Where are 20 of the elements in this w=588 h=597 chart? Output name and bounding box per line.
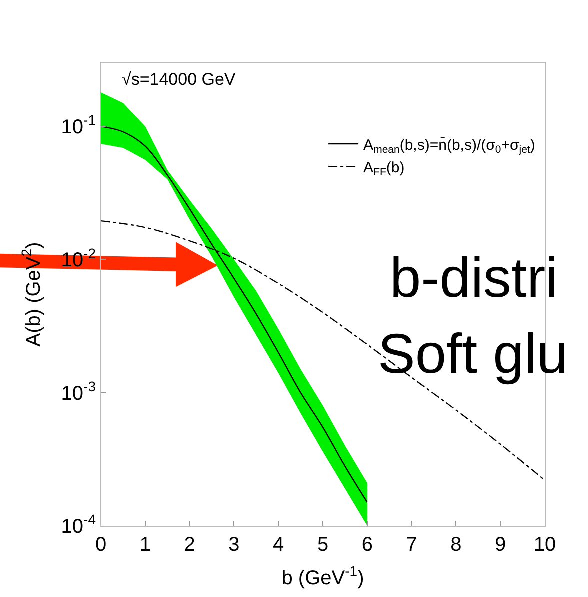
x-tick-label: 3: [228, 534, 240, 556]
y-tick-label: 10$^{-1}$: [61, 112, 96, 139]
x-tick-label: 10: [534, 534, 556, 556]
x-tick-label: 0: [95, 534, 107, 556]
annotation: b-distri: [390, 246, 558, 309]
annotation: √s=14000 GeV: [122, 70, 236, 89]
x-tick-label: 2: [184, 534, 196, 556]
x-axis-title: b (GeV$^{-1}$): [282, 563, 364, 590]
y-tick-label: 10$^{-4}$: [61, 512, 96, 538]
x-tick-label: 7: [406, 534, 418, 556]
legend-label: A$_{mean}$(b,s)=n̄(b,s)/(σ$_{0}$+σ$_{jet}$): [364, 136, 536, 156]
x-tick-label: 5: [317, 534, 329, 556]
x-tick-label: 4: [273, 534, 284, 556]
y-tick-label: 10$^{-3}$: [61, 378, 96, 405]
annotation: Soft glu: [378, 322, 568, 385]
legend-label: A$_{FF}$(b): [364, 159, 405, 179]
x-tick-label: 8: [450, 534, 462, 556]
x-tick-label: 9: [495, 534, 506, 556]
x-tick-label: 6: [362, 534, 373, 556]
x-tick-label: 1: [140, 534, 151, 556]
